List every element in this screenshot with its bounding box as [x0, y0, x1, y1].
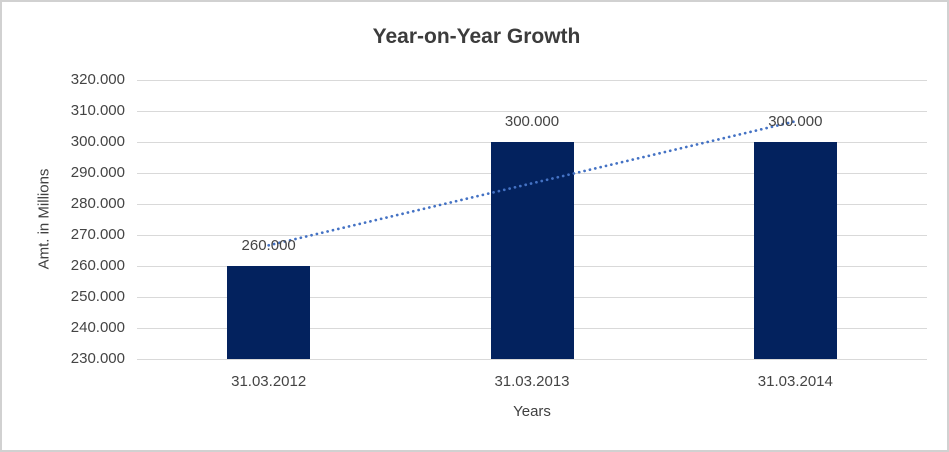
bar-data-label: 300.000	[504, 113, 560, 130]
y-tick-label: 270.000	[70, 226, 125, 243]
x-tick-label: 31.03.2014	[757, 373, 833, 390]
y-tick-label: 280.000	[70, 195, 125, 212]
gridline	[137, 358, 927, 360]
y-tick-label: 260.000	[70, 257, 125, 274]
gridline	[137, 79, 927, 81]
y-tick-label: 230.000	[70, 350, 125, 367]
gridline	[137, 110, 927, 112]
chart-title: Year-on-Year Growth	[372, 25, 581, 48]
x-axis-title: Years	[513, 403, 551, 420]
bar-data-label: 260.000	[241, 237, 296, 254]
bar-data-label: 300.000	[768, 113, 823, 130]
y-tick-label: 240.000	[70, 319, 125, 336]
bar-31.03.2012	[227, 266, 311, 359]
y-tick-label: 250.000	[70, 288, 125, 305]
x-tick-label: 31.03.2012	[231, 373, 307, 390]
bar-31.03.2014	[753, 142, 837, 359]
y-tick-label: 290.000	[70, 164, 125, 181]
y-tick-label: 300.000	[70, 133, 125, 150]
y-tick-label: 320.000	[70, 71, 125, 88]
y-axis-title: Amt. in Millions	[35, 168, 53, 270]
x-tick-label: 31.03.2013	[494, 373, 570, 390]
y-tick-label: 310.000	[70, 102, 125, 119]
bar-31.03.2013	[490, 142, 574, 359]
